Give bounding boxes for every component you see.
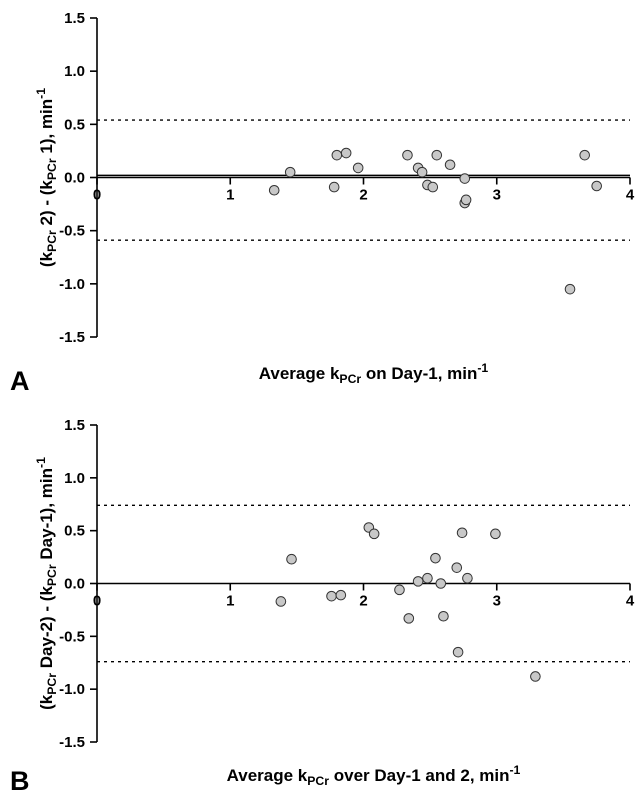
x-axis-title: Average kPCr over Day-1 and 2, min-1 [227,763,521,788]
data-point [430,552,441,564]
data-point [490,528,501,540]
data-point [352,162,364,174]
data-point [275,596,287,607]
panel-letter: B [10,766,30,792]
x-tick-label: 0 [93,593,101,610]
data-point [530,671,541,682]
x-axis-title: Average kPCr on Day-1, min-1 [259,361,489,386]
y-tick-label: 1.5 [64,417,85,434]
data-point [416,166,428,178]
data-point [591,180,602,192]
data-point [431,149,443,161]
data-point [368,528,380,540]
x-tick-label: 2 [359,187,367,204]
data-point [564,283,576,295]
panel-b: 1.5 1.0 0.5 0.0 -0.5 -1.0 -1.5 0 1 2 3 4 Average kPC… [10,417,635,792]
data-point [331,149,343,161]
data-point [326,590,337,602]
x-tick-label: 0 [93,187,101,204]
data-point [435,578,447,589]
y-axis-title: (kPCr 2) - (kPCr 1), min-1 [34,88,59,267]
y-tick-label: -0.5 [59,223,85,240]
y-tick-label: 1.0 [64,470,85,487]
x-tick-label: 4 [626,593,635,610]
data-point [444,159,456,171]
x-tick-label: 3 [493,593,501,610]
data-point [460,194,472,206]
data-point [268,184,280,196]
data-point [456,527,468,539]
panel-a: 1.5 1.0 0.5 0.0 -0.5 -1.0 -1.5 0 1 2 3 4 Average kPC… [10,10,635,396]
data-point [328,181,340,193]
y-tick-label: -1.0 [59,681,85,698]
data-point [412,576,424,587]
x-tick-label: 2 [359,593,367,610]
y-tick-label: 0.0 [64,576,85,593]
data-point [284,166,296,178]
data-point [402,149,413,161]
data-point [422,572,433,584]
data-point [462,572,473,584]
y-tick-label: -1.0 [59,276,85,293]
x-tick-label: 4 [626,187,635,204]
data-point [286,553,297,565]
panel-letter: A [10,366,30,396]
x-tick-label: 1 [226,593,234,610]
y-tick-label: 0.5 [64,116,85,133]
y-tick-label: -1.5 [59,329,85,346]
data-point [340,147,352,159]
y-tick-label: 1.5 [64,10,85,27]
data-point [451,562,463,573]
data-point [403,613,415,624]
x-tick-label: 1 [226,187,234,204]
data-point [459,173,471,184]
data-point [335,589,347,601]
data-point [579,149,590,161]
data-point [438,610,449,622]
y-tick-label: 0.0 [64,170,85,187]
data-point [394,584,405,596]
data-point [427,181,439,193]
y-tick-label: 0.5 [64,523,85,540]
y-tick-label: -0.5 [59,628,85,645]
y-tick-label: -1.5 [59,734,85,751]
y-tick-label: 1.0 [64,63,85,80]
data-point [452,646,464,658]
x-tick-label: 3 [493,187,501,204]
y-axis-title: (kPCr Day-2) - (kPCr Day-1), min-1 [34,457,59,710]
